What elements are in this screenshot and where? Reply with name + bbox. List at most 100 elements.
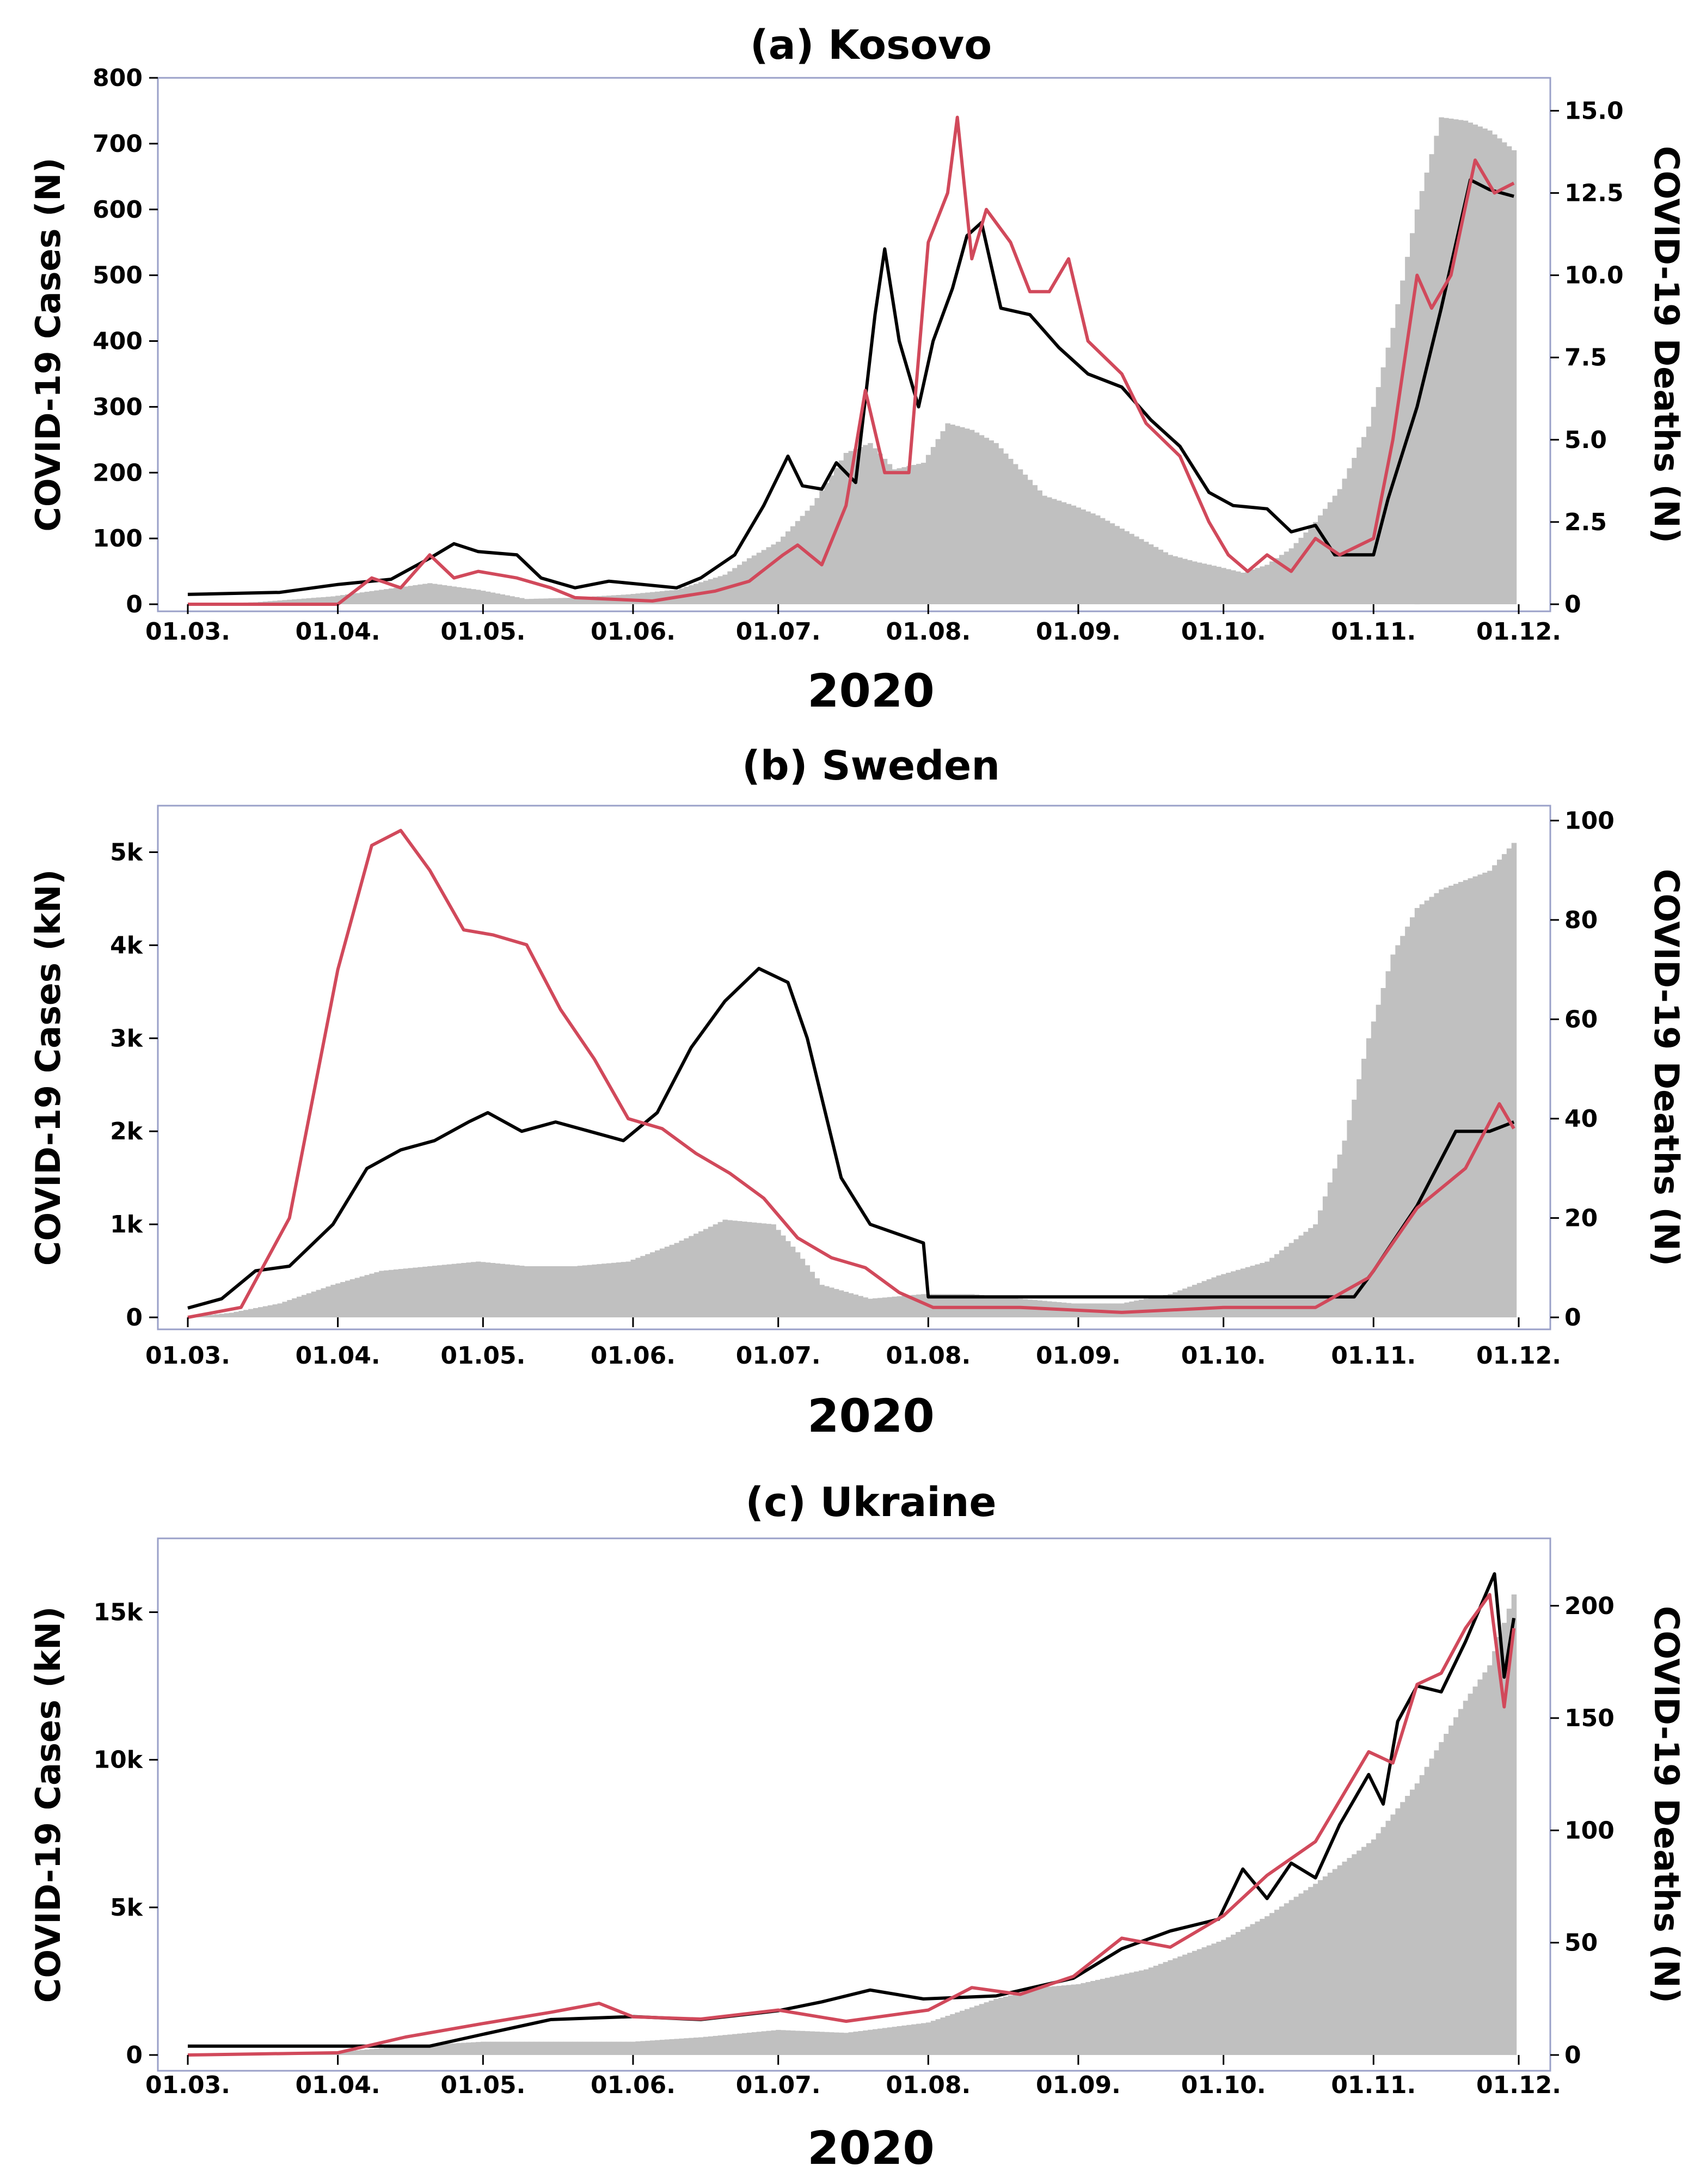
case-bar — [1477, 874, 1483, 1317]
case-bar — [1240, 1268, 1246, 1317]
case-bar — [873, 448, 878, 604]
case-bar — [1303, 532, 1309, 604]
case-bar — [698, 1231, 704, 1317]
case-bar — [1472, 876, 1478, 1317]
case-bar — [1448, 886, 1454, 1317]
case-bar — [538, 2041, 544, 2055]
case-bar — [1008, 1995, 1014, 2055]
case-bar — [238, 1311, 244, 1317]
case-bar — [882, 1297, 888, 1317]
case-bar — [1361, 437, 1367, 604]
case-bar — [1003, 453, 1009, 604]
case-bar — [1405, 1796, 1410, 2055]
case-bar — [761, 1223, 767, 1317]
case-bar — [1173, 556, 1178, 604]
case-bar — [1463, 880, 1469, 1317]
case-bar — [621, 2041, 627, 2055]
case-bar — [1501, 142, 1507, 604]
case-bar — [945, 2016, 950, 2055]
plot-frame — [157, 1537, 1551, 2072]
case-bar — [330, 596, 336, 604]
case-bar — [1260, 1918, 1265, 2055]
case-bar — [1274, 558, 1280, 604]
plot-frame — [157, 805, 1551, 1330]
case-bar — [408, 586, 413, 604]
case-bar — [1288, 1900, 1294, 2055]
case-bar — [567, 598, 573, 604]
case-bar — [1260, 1263, 1265, 1317]
case-bar — [858, 2031, 863, 2055]
case-bar — [1240, 573, 1246, 604]
case-bar — [514, 1265, 520, 1317]
panel-sweden: (b) Sweden 01.03. 01.04. 01.05. 01.06. 01.07… — [28, 743, 1686, 1443]
case-bar — [524, 2041, 530, 2055]
case-bar — [1332, 1869, 1338, 2055]
case-bar — [689, 1236, 694, 1317]
case-bar — [582, 597, 588, 604]
case-bar — [935, 1294, 941, 1317]
case-bar — [1376, 1833, 1382, 2055]
case-bar — [703, 2036, 709, 2055]
case-bar — [858, 1296, 863, 1317]
case-bar — [262, 1306, 268, 1317]
case-bar — [1158, 1296, 1164, 1317]
case-bar — [248, 1309, 254, 1317]
case-bar — [1216, 1941, 1222, 2055]
case-bar — [379, 1271, 384, 1317]
case-bar — [814, 1278, 820, 1317]
case-bar — [776, 542, 781, 604]
case-bar — [1318, 1880, 1323, 2055]
y-left-ticks: 0 100 200 300 400 500 600 700 800 — [93, 64, 158, 618]
case-bar — [1463, 120, 1469, 605]
case-bar — [1100, 518, 1106, 604]
case-bar — [529, 599, 535, 604]
case-bar — [1444, 887, 1449, 1317]
case-bar — [1458, 882, 1464, 1317]
case-bar — [1245, 571, 1251, 604]
y-left-tick-label: 800 — [93, 64, 143, 92]
case-bar — [369, 1273, 375, 1317]
case-bar — [393, 2047, 399, 2055]
case-bar — [901, 2025, 907, 2055]
case-bar — [1182, 1954, 1188, 2055]
case-bar — [1487, 1665, 1493, 2055]
case-bar — [1492, 134, 1497, 604]
case-bar — [892, 2027, 898, 2055]
panel-title: (b) Sweden — [742, 743, 1000, 789]
case-bar — [640, 1256, 646, 1317]
case-bar — [1153, 1966, 1159, 2055]
case-bar — [1322, 1876, 1328, 2055]
case-bar — [664, 1247, 670, 1317]
case-bar — [1361, 1058, 1367, 1317]
case-bar — [553, 2041, 558, 2055]
case-bar — [427, 583, 433, 604]
case-bar — [379, 590, 384, 604]
case-bar — [364, 2049, 370, 2055]
y-right-tick-label: 40 — [1564, 1105, 1598, 1133]
case-bar — [229, 1312, 235, 1317]
case-bar — [901, 1296, 907, 1317]
x-tick-label: 01.10. — [1181, 1342, 1266, 1370]
case-bar — [422, 2045, 428, 2055]
case-bar — [1052, 1986, 1057, 2055]
case-bar — [441, 1265, 447, 1317]
case-bar — [1076, 1984, 1081, 2055]
case-bar — [925, 2022, 931, 2055]
case-bar — [616, 2041, 622, 2055]
case-bar — [921, 463, 926, 604]
x-tick-label: 01.05. — [440, 1342, 525, 1370]
x-tick-label: 01.07. — [736, 1342, 821, 1370]
case-bar — [863, 2030, 868, 2055]
case-bar — [1085, 1982, 1091, 2055]
case-bar — [524, 599, 530, 604]
case-bar — [843, 1292, 849, 1317]
case-bar — [1439, 889, 1444, 1317]
case-bar — [1042, 495, 1047, 604]
case-bar — [1405, 927, 1410, 1317]
case-bar — [674, 1243, 679, 1317]
case-bar — [693, 1234, 699, 1317]
case-bar — [384, 2047, 389, 2055]
case-bar — [219, 1314, 225, 1317]
case-bar — [321, 597, 326, 604]
